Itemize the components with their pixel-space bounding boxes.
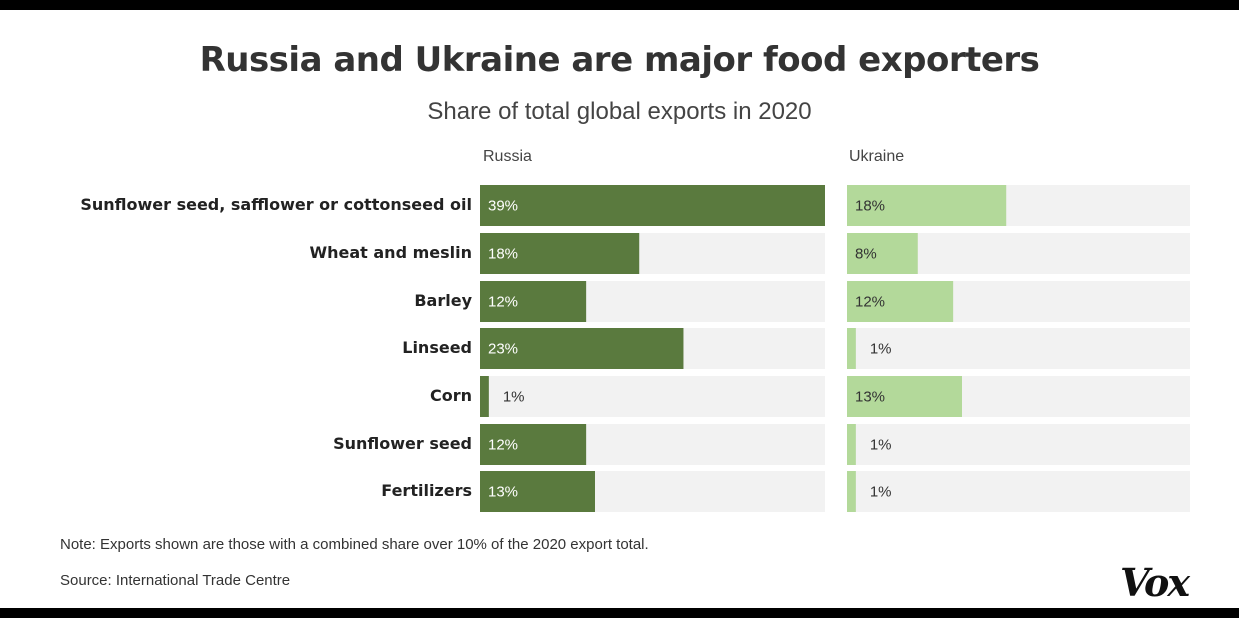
data-label-russia: 23% bbox=[488, 341, 518, 358]
chart-title: Russia and Ukraine are major food export… bbox=[199, 40, 1040, 80]
chart-source: Source: International Trade Centre bbox=[60, 572, 291, 589]
bar-track-ukraine bbox=[847, 424, 1190, 465]
series-label-ukraine: Ukraine bbox=[849, 148, 905, 165]
bar-ukraine bbox=[847, 281, 954, 322]
data-label-russia: 1% bbox=[503, 389, 525, 406]
bar-russia bbox=[480, 471, 595, 512]
bar-ukraine bbox=[847, 376, 962, 417]
category-label: Sunflower seed bbox=[333, 434, 472, 453]
bar-ukraine bbox=[847, 233, 918, 274]
bar-track-ukraine bbox=[847, 471, 1190, 512]
category-label: Sunflower seed, safflower or cottonseed … bbox=[80, 195, 472, 214]
data-label-ukraine: 1% bbox=[870, 341, 892, 358]
category-label: Fertilizers bbox=[381, 481, 472, 500]
category-labels: Sunflower seed, safflower or cottonseed … bbox=[0, 10, 1239, 608]
bar-ukraine bbox=[847, 424, 856, 465]
data-label-ukraine: 13% bbox=[855, 389, 885, 406]
data-label-ukraine: 1% bbox=[870, 437, 892, 454]
chart-subtitle: Share of total global exports in 2020 bbox=[427, 98, 812, 125]
chart-note: Note: Exports shown are those with a com… bbox=[60, 536, 649, 553]
data-label-russia: 12% bbox=[488, 294, 518, 311]
bar-chart: 39% 18% 12% 23% 1% 12% 13% 18% 8% 12% 1% 13% 1% 1% bbox=[480, 185, 1190, 512]
bar-russia bbox=[480, 376, 489, 417]
data-label-ukraine: 8% bbox=[855, 246, 877, 263]
bar-ukraine bbox=[847, 471, 856, 512]
data-label-ukraine: 1% bbox=[870, 484, 892, 501]
data-label-russia: 13% bbox=[488, 484, 518, 501]
bar-track-ukraine bbox=[847, 328, 1190, 369]
bar-russia bbox=[480, 185, 825, 226]
bar-ukraine bbox=[847, 185, 1007, 226]
bar-ukraine bbox=[847, 328, 856, 369]
data-label-ukraine: 12% bbox=[855, 294, 885, 311]
category-label: Linseed bbox=[402, 338, 472, 357]
series-label-russia: Russia bbox=[483, 148, 532, 165]
bar-russia bbox=[480, 328, 684, 369]
bar-russia bbox=[480, 233, 640, 274]
bar-russia bbox=[480, 281, 587, 322]
vox-logo: Vox bbox=[1120, 560, 1190, 605]
category-label: Corn bbox=[429, 386, 472, 405]
category-label: Barley bbox=[414, 291, 472, 310]
bar-track-russia bbox=[480, 376, 825, 417]
data-label-russia: 12% bbox=[488, 437, 518, 454]
data-label-ukraine: 18% bbox=[855, 198, 885, 215]
data-label-russia: 18% bbox=[488, 246, 518, 263]
chart-card: Russia and Ukraine are major food export… bbox=[0, 10, 1239, 608]
category-label: Wheat and meslin bbox=[309, 243, 472, 262]
bar-russia bbox=[480, 424, 587, 465]
data-label-russia: 39% bbox=[488, 198, 518, 215]
